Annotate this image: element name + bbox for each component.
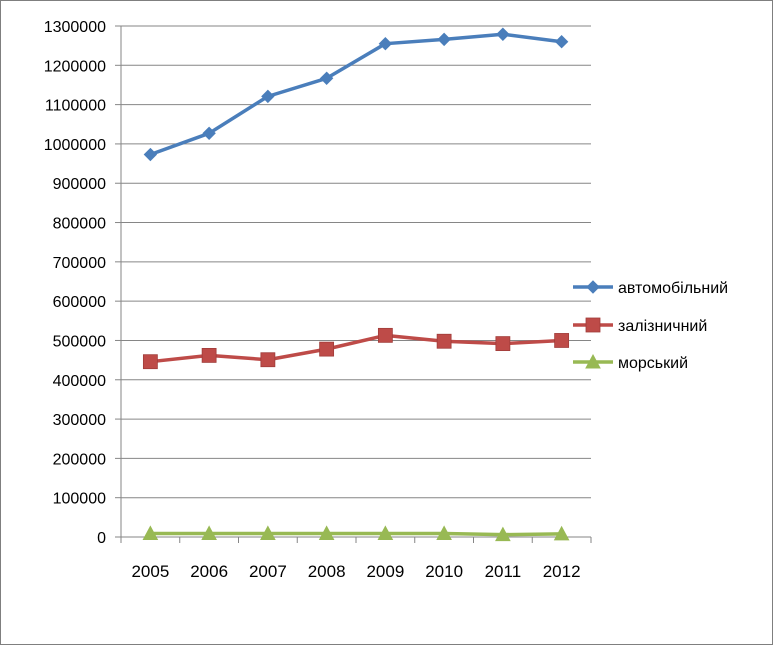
legend-label: автомобільний	[618, 280, 728, 297]
data-point	[496, 27, 510, 41]
data-point	[554, 35, 569, 49]
data-point	[437, 32, 451, 47]
legend-entry-2: залізничний	[573, 317, 707, 335]
gridlines	[121, 25, 591, 499]
series-2	[142, 327, 570, 370]
data-point	[495, 336, 511, 352]
series-1	[143, 27, 569, 162]
axes	[115, 25, 592, 543]
x-tick-label: 2008	[308, 562, 346, 581]
x-tick-label: 2010	[425, 562, 463, 581]
data-point	[142, 354, 158, 370]
y-tick-label: 200000	[53, 451, 106, 468]
y-tick-label: 100000	[53, 491, 106, 508]
data-point	[201, 525, 217, 540]
data-point	[260, 352, 276, 368]
data-point	[261, 89, 275, 104]
data-point	[378, 36, 393, 51]
data-point	[143, 147, 158, 162]
y-tick-label: 900000	[53, 176, 106, 193]
x-tick-label: 2005	[131, 562, 169, 581]
legend-entry-1: автомобільний	[573, 280, 728, 297]
y-tick-label: 1000000	[44, 137, 106, 154]
y-tick-label: 800000	[53, 216, 106, 233]
data-point	[553, 525, 570, 541]
series-line	[150, 333, 562, 364]
data-point	[377, 327, 393, 343]
data-point	[495, 526, 511, 542]
series-3	[142, 525, 570, 542]
data-point	[260, 525, 276, 540]
data-point	[202, 126, 216, 141]
x-tick-label: 2006	[190, 562, 228, 581]
data-point	[319, 71, 334, 85]
legend-marker	[585, 317, 601, 333]
data-point	[318, 525, 335, 540]
data-point	[142, 525, 159, 540]
x-tick-label: 2009	[366, 562, 404, 581]
series-line	[150, 531, 562, 537]
x-tick-label: 2007	[249, 562, 287, 581]
y-tick-label: 1200000	[44, 58, 106, 75]
y-tick-label: 600000	[53, 294, 106, 311]
data-point	[554, 333, 570, 348]
data-point	[201, 347, 217, 363]
legend-label: залізничний	[618, 318, 707, 335]
y-tick-label: 700000	[53, 255, 106, 272]
y-tick-label: 1100000	[45, 98, 106, 115]
series-group	[142, 27, 570, 542]
x-axis-tick-labels: 2005 2006 2007 2008 2009 2010 2011 2012	[131, 562, 580, 581]
data-point	[436, 525, 452, 540]
y-tick-label: 0	[97, 530, 106, 547]
legend-label: морський	[618, 355, 688, 372]
y-tick-label: 1300000	[44, 19, 106, 36]
y-tick-label: 400000	[53, 373, 106, 390]
legend-marker	[586, 280, 600, 294]
data-point	[319, 341, 335, 357]
legend-entry-3: морський	[573, 353, 688, 372]
series-line	[149, 32, 562, 157]
x-tick-label: 2012	[543, 562, 581, 581]
y-tick-label: 500000	[53, 333, 106, 350]
legend-marker	[585, 353, 601, 369]
y-tick-label: 300000	[53, 412, 106, 429]
x-tick-label: 2011	[485, 562, 522, 581]
legend: автомобільний залізничний морський	[573, 280, 728, 372]
y-axis-tick-labels: 0 100000 200000 300000 400000 500000 600000 700…	[44, 19, 106, 547]
data-point	[377, 525, 394, 540]
data-point	[436, 333, 452, 349]
